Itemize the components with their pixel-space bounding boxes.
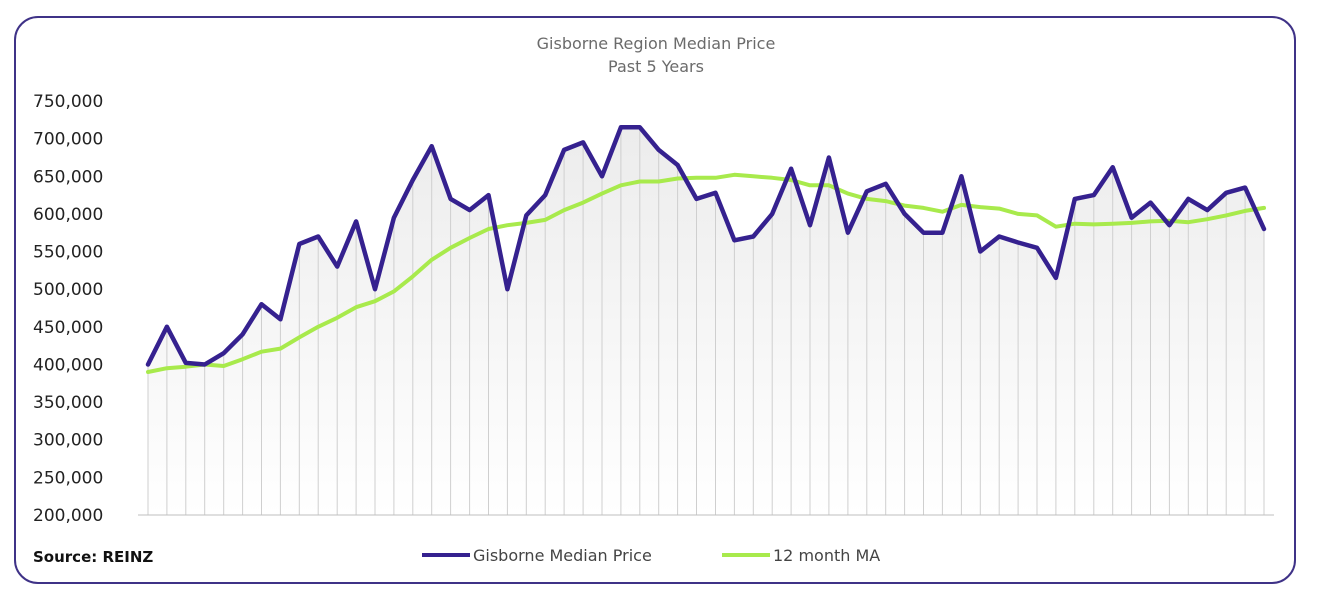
y-tick-label: 500,000 <box>33 280 103 300</box>
legend-label-median: Gisborne Median Price <box>473 546 652 565</box>
chart-title: Gisborne Region Median Price <box>537 34 776 53</box>
median-area <box>148 127 1264 516</box>
y-tick-label: 450,000 <box>33 318 103 338</box>
y-tick-label: 650,000 <box>33 167 103 187</box>
y-tick-label: 300,000 <box>33 431 103 451</box>
y-tick-label: 750,000 <box>33 92 103 112</box>
series-layer <box>145 125 1267 374</box>
y-tick-label: 350,000 <box>33 393 103 413</box>
y-tick-label: 550,000 <box>33 243 103 263</box>
area-layer <box>148 127 1264 516</box>
y-tick-label: 250,000 <box>33 468 103 488</box>
chart-subtitle: Past 5 Years <box>608 57 704 76</box>
y-tick-label: 200,000 <box>33 506 103 526</box>
series-line-ma <box>146 172 1266 374</box>
y-tick-label: 400,000 <box>33 356 103 376</box>
grid-layer <box>147 127 1265 515</box>
y-tick-label: 700,000 <box>33 130 103 150</box>
y-tick-label: 600,000 <box>33 205 103 225</box>
source-label: Source: REINZ <box>33 548 154 566</box>
series-line-median <box>145 125 1267 367</box>
y-axis: 200,000 250,000 300,000 350,000 400,000 450,0… <box>33 92 1274 526</box>
legend-label-ma: 12 month MA <box>773 546 880 565</box>
legend: Gisborne Median Price 12 month MA <box>422 546 880 565</box>
